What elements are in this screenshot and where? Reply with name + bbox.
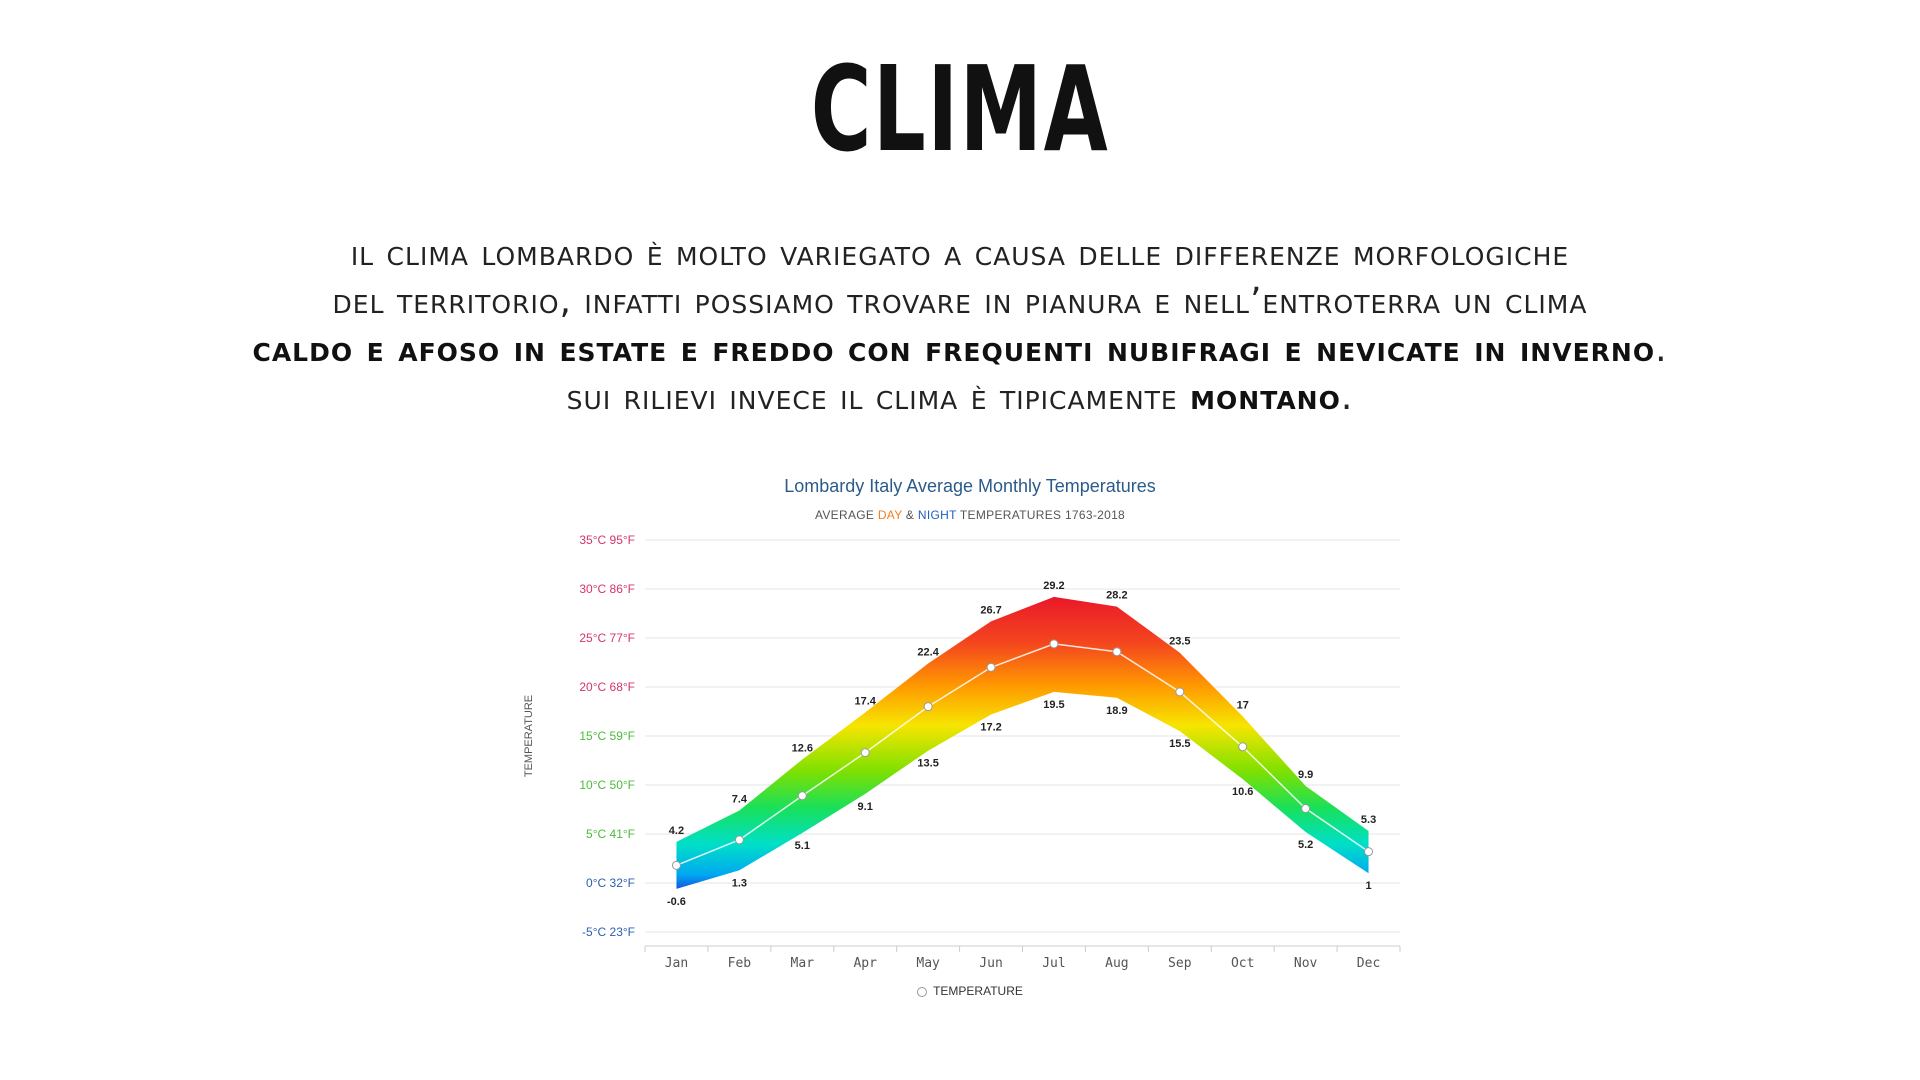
low-temp-label: 15.5 [1169, 738, 1190, 750]
low-temp-label: 5.1 [795, 840, 810, 852]
high-temp-label: 7.4 [732, 793, 748, 805]
low-temp-label: 18.9 [1106, 705, 1127, 717]
high-temp-label: 4.2 [669, 825, 684, 837]
y-axis-label: TEMPERATURE [523, 695, 535, 777]
intro-line-3: CALDO E AFOSO IN ESTATE E FREDDO CON FRE… [60, 326, 1860, 374]
low-temp-label: 17.2 [980, 721, 1001, 733]
high-temp-label: 29.2 [1043, 580, 1064, 592]
intro-emphasis-hot-cold: CALDO E AFOSO IN ESTATE E FREDDO CON FRE… [252, 329, 1656, 370]
temperature-chart: Lombardy Italy Average Monthly Temperatu… [520, 470, 1420, 1010]
mean-temperature-point [1301, 804, 1311, 814]
low-temp-label: 1 [1365, 880, 1371, 892]
high-temp-label: 28.2 [1106, 590, 1127, 602]
x-tick-label: Jul [1042, 956, 1065, 971]
intro-line-2: DEL TERRITORIO, INFATTI POSSIAMO TROVARE… [332, 281, 1588, 322]
x-tick-label: Dec [1357, 956, 1380, 971]
x-tick-label: Mar [791, 956, 815, 971]
subtitle-day: DAY [877, 508, 903, 522]
mean-temperature-point [1049, 639, 1059, 649]
y-tick-label: -5°C 23°F [582, 925, 635, 939]
intro-line-4-start: SUI RILIEVI INVECE IL CLIMA è TIPICAMENT… [566, 377, 1191, 418]
high-temp-label: 17.4 [854, 695, 876, 707]
chart-plot: 35°C 95°F30°C 86°F25°C 77°F20°C 68°F15°C… [523, 533, 1401, 971]
mean-temperature-point [860, 748, 870, 758]
high-temp-label: 23.5 [1169, 636, 1190, 648]
mean-temperature-point [1175, 687, 1185, 697]
high-temp-label: 26.7 [980, 604, 1001, 616]
x-tick-label: Aug [1105, 956, 1128, 971]
high-temp-label: 5.3 [1361, 814, 1376, 826]
high-temp-label: 12.6 [792, 743, 813, 755]
low-temp-label: 9.1 [858, 801, 873, 813]
y-tick-label: 35°C 95°F [579, 533, 635, 547]
low-temp-label: 19.5 [1043, 699, 1064, 711]
y-tick-label: 20°C 68°F [579, 680, 635, 694]
chart-subtitle: AVERAGE DAY & NIGHT TEMPERATURES 1763-20… [520, 508, 1420, 522]
y-tick-label: 25°C 77°F [579, 631, 635, 645]
y-tick-label: 15°C 59°F [579, 729, 635, 743]
low-temp-label: 1.3 [732, 877, 747, 889]
x-tick-label: Jun [979, 956, 1002, 971]
low-temp-label: -0.6 [667, 896, 686, 908]
intro-line-4: SUI RILIEVI INVECE IL CLIMA è TIPICAMENT… [60, 374, 1860, 422]
high-temp-label: 9.9 [1298, 769, 1313, 781]
mean-temperature-point [734, 835, 744, 845]
legend-label: TEMPERATURE [933, 984, 1023, 998]
intro-line-3-end: . [1655, 329, 1668, 370]
low-temp-label: 13.5 [917, 758, 938, 770]
x-tick-label: Oct [1231, 956, 1254, 971]
mean-temperature-point [1238, 742, 1248, 752]
temperature-band [676, 596, 1369, 889]
high-temp-label: 17 [1237, 699, 1249, 711]
intro-paragraph: IL CLIMA LOMBARDO è MOLTO VARIEGATO A CA… [60, 230, 1860, 422]
intro-line-4-end: . [1340, 377, 1354, 418]
intro-line-1: IL CLIMA LOMBARDO è MOLTO VARIEGATO A CA… [350, 233, 1570, 274]
mean-temperature-point [1112, 647, 1122, 657]
mean-temperature-point [671, 860, 681, 870]
y-tick-label: 10°C 50°F [579, 778, 635, 792]
x-tick-label: Feb [728, 956, 752, 971]
mean-temperature-line [676, 643, 1369, 867]
x-tick-label: Jan [665, 956, 688, 971]
subtitle-mid: & [902, 508, 918, 522]
y-tick-label: 30°C 86°F [579, 582, 635, 596]
legend-marker-icon [917, 986, 928, 997]
intro-emphasis-montano: MONTANO [1190, 377, 1341, 418]
x-tick-label: Nov [1294, 956, 1318, 971]
mean-temperature-point [923, 702, 933, 712]
low-temp-label: 10.6 [1232, 786, 1253, 798]
x-tick-label: Sep [1168, 956, 1192, 971]
y-tick-label: 0°C 32°F [586, 876, 635, 890]
mean-temperature-point [1364, 847, 1374, 857]
x-tick-label: Apr [853, 956, 877, 971]
mean-temperature-point [986, 662, 996, 672]
y-tick-label: 5°C 41°F [586, 827, 635, 841]
subtitle-night: NIGHT [917, 508, 957, 522]
x-tick-label: May [916, 956, 940, 971]
chart-legend[interactable]: TEMPERATURE [520, 984, 1420, 998]
subtitle-prefix: AVERAGE [814, 508, 878, 522]
slide-title: CLIMA [810, 40, 1110, 178]
low-temp-label: 5.2 [1298, 839, 1313, 851]
high-temp-label: 22.4 [917, 646, 939, 658]
subtitle-suffix: TEMPERATURES 1763-2018 [956, 508, 1126, 522]
mean-temperature-point [797, 791, 807, 801]
chart-title: Lombardy Italy Average Monthly Temperatu… [784, 476, 1156, 496]
